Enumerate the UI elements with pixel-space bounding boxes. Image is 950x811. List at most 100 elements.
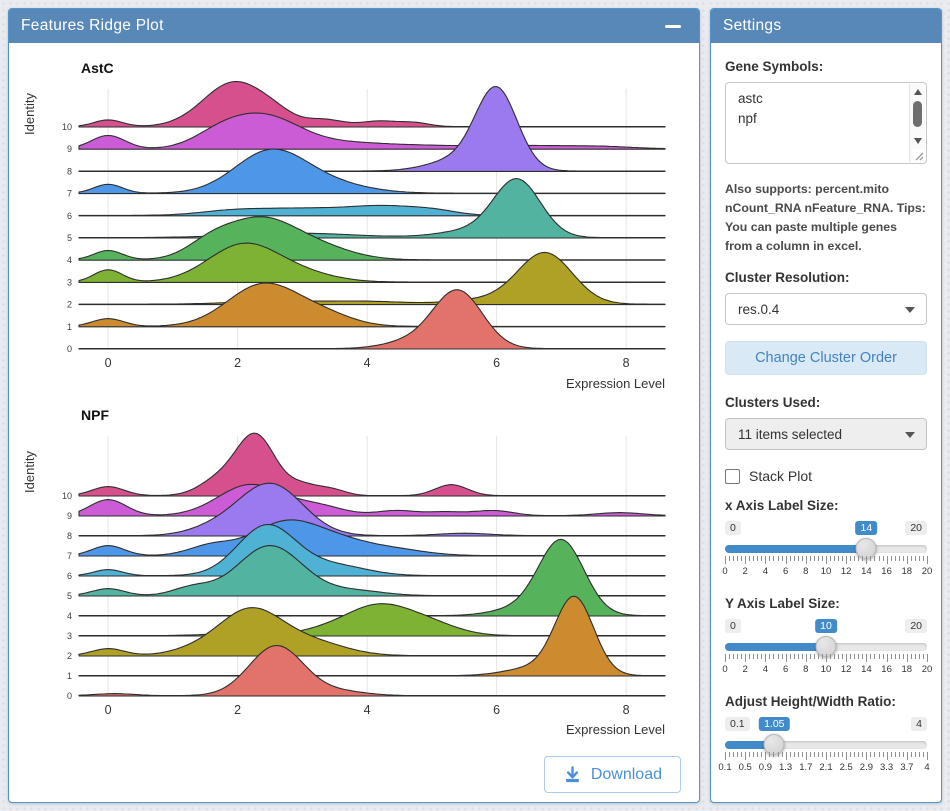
slider-track[interactable]	[725, 734, 927, 756]
settings-title: Settings	[723, 17, 782, 34]
change-cluster-order-button[interactable]: Change Cluster Order	[725, 341, 927, 376]
slider-tick	[866, 752, 868, 761]
slider-tick	[793, 752, 795, 758]
slider-tick	[854, 654, 856, 660]
slider-tick	[922, 752, 924, 758]
slider-tick	[765, 752, 767, 761]
slider-tick	[927, 752, 928, 761]
scrollbar-thumb[interactable]	[913, 101, 922, 127]
slider-track[interactable]	[725, 636, 927, 658]
slider-tick	[781, 654, 783, 660]
slider-tick	[745, 752, 747, 761]
slider-tick-label: 3.3	[879, 762, 894, 774]
slider-grid: 0.1 0.5 0.9 1.3 1.7 2.1 2.5 2.9 3.3 3.7 4	[718, 752, 930, 778]
slider-tick	[882, 556, 884, 562]
download-label: Download	[590, 765, 662, 783]
gene-symbols-text: astc npf	[726, 83, 926, 129]
slider-tick	[890, 654, 892, 660]
slider-tick	[725, 654, 726, 663]
settings-panel: Settings Gene Symbols: astc npf	[710, 8, 942, 803]
slider-tick	[729, 654, 731, 660]
y-tick-label: 2	[67, 651, 72, 661]
collapse-minus-icon[interactable]	[665, 24, 681, 28]
download-row: Download	[17, 746, 693, 793]
slider-tick	[725, 556, 726, 565]
x-tick-label: 8	[623, 703, 630, 717]
slider-tick	[882, 654, 884, 660]
slider-tick-label: 8	[803, 566, 809, 578]
slider-grid: 0 2 4 6 8 10 12 14 16 18 20	[722, 556, 932, 582]
slider-tick-label: 18	[901, 566, 913, 578]
slider-tick	[927, 654, 928, 663]
slider-tick-label: 18	[901, 664, 913, 676]
slider-tick-label: 12	[840, 566, 852, 578]
y-tick-label: 8	[67, 166, 72, 176]
clusters-used-dropdown[interactable]: 11 items selected	[725, 418, 927, 451]
resize-grip-icon[interactable]	[912, 149, 925, 162]
clusters-used-value: 11 items selected	[738, 426, 843, 442]
slider-tick	[830, 752, 832, 758]
slider-tick	[777, 654, 779, 660]
y-tick-label: 10	[62, 491, 72, 501]
x-axis-label: Expression Level	[566, 722, 665, 737]
scroll-up-icon[interactable]	[910, 85, 926, 99]
slider-tick	[846, 654, 848, 663]
plot-title: NPF	[81, 407, 109, 423]
gene-symbol-line: npf	[738, 111, 757, 126]
y-tick-label: 7	[67, 551, 72, 561]
slider-tick	[870, 654, 872, 660]
sliders-container: x Axis Label Size: 0 20 14 0 2 4 6 8 10 12 14 16 18 20…	[718, 498, 932, 778]
slider-tick	[870, 556, 872, 562]
gene-symbols-help-text: Also supports: percent.mito nCount_RNA n…	[725, 182, 926, 254]
slider-tick	[785, 752, 787, 761]
slider-tick	[737, 752, 739, 758]
settings-body: Gene Symbols: astc npf Also supports:	[711, 43, 941, 790]
slider-tick-label: 0	[722, 566, 728, 578]
slider-tick	[761, 752, 763, 758]
stack-plot-checkbox[interactable]: Stack Plot	[725, 468, 927, 484]
cluster-resolution-select[interactable]: res.0.4	[725, 293, 927, 326]
slider-tick	[745, 654, 747, 663]
slider-tick-label: 1.3	[778, 762, 793, 774]
chevron-down-icon	[905, 432, 915, 439]
slider-tick-label: 16	[881, 566, 892, 578]
slider-tick	[850, 752, 852, 758]
y-tick-label: 9	[67, 144, 72, 154]
y-tick-label: 6	[67, 571, 72, 581]
slider-tick	[745, 556, 747, 565]
slider-max-badge: 4	[911, 717, 927, 732]
slider-tick-label: 4	[924, 762, 930, 774]
slider-tick-label: 6	[782, 566, 789, 578]
slider-tick	[842, 556, 844, 562]
slider-tick	[878, 752, 880, 758]
slider-tick	[918, 752, 920, 758]
textarea-scrollbar[interactable]	[909, 84, 925, 162]
slider-tick	[725, 752, 726, 761]
slider-max-badge: 20	[905, 521, 927, 536]
slider-tick	[729, 752, 731, 758]
ridge-row-astc-7	[78, 148, 666, 195]
slider-tick	[769, 556, 771, 562]
slider-tick-label: 2.9	[859, 762, 873, 774]
slider-tick-label: 12	[840, 664, 852, 676]
ridge-row-npf-7	[78, 519, 666, 557]
slider-tick	[809, 654, 811, 660]
download-button[interactable]: Download	[543, 756, 681, 793]
y-tick-label: 2	[67, 300, 72, 310]
slider-tick	[785, 556, 787, 565]
y-tick-label: 0	[67, 344, 72, 354]
slider-tick	[785, 654, 787, 663]
slider-tick	[866, 654, 868, 663]
gene-symbols-textarea[interactable]: astc npf	[725, 82, 927, 164]
y-tick-label: 1	[67, 671, 72, 681]
slider-max-badge: 20	[905, 619, 927, 634]
slider-tick	[805, 556, 807, 565]
slider-tick	[777, 556, 779, 562]
slider-tick	[927, 556, 928, 565]
checkbox-icon[interactable]	[725, 468, 740, 484]
slider-tick	[781, 752, 783, 758]
scroll-down-icon[interactable]	[910, 134, 926, 148]
slider-tick	[761, 556, 763, 562]
slider-track[interactable]	[725, 538, 927, 560]
